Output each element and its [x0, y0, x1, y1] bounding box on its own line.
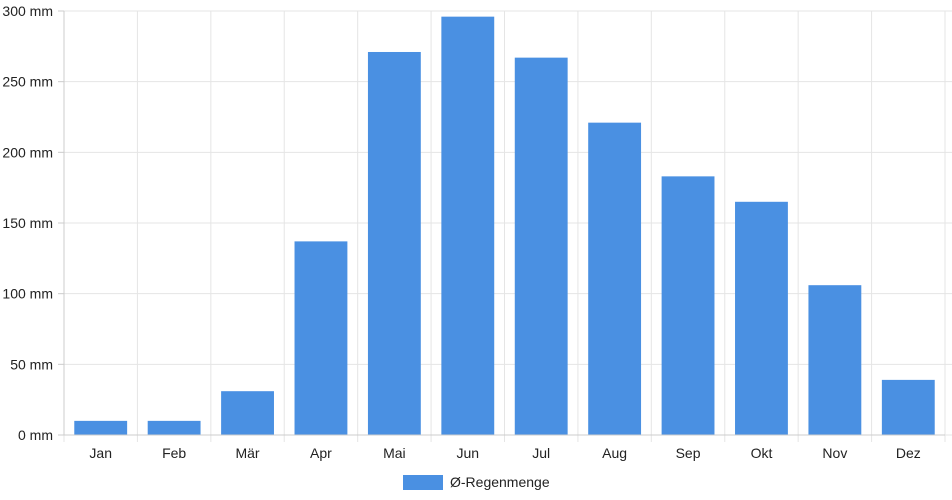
x-tick-label: Jun [457, 445, 480, 461]
bar-mär[interactable] [221, 391, 274, 435]
bar-jul[interactable] [514, 57, 568, 435]
y-tick-label: 0 mm [18, 427, 53, 443]
legend-label: Ø-Regenmenge [450, 474, 550, 490]
bar-okt[interactable] [735, 201, 788, 435]
x-tick-label: Mär [235, 445, 259, 461]
bar-jun[interactable] [441, 16, 495, 436]
x-tick-label: Feb [162, 445, 186, 461]
x-tick-label: Sep [676, 445, 701, 461]
bar-nov[interactable] [808, 285, 862, 435]
x-tick-label: Jan [89, 445, 112, 461]
bar-dez[interactable] [881, 379, 935, 435]
legend[interactable]: Ø-Regenmenge [403, 474, 550, 490]
axis-layer: 0 mm 50 mm 100 mm 150 mm 200 mm 250 mm 300 mm J… [2, 3, 945, 461]
x-tick-label: Okt [751, 445, 773, 461]
x-tick-label: Dez [896, 445, 921, 461]
bar-feb[interactable] [147, 420, 201, 435]
legend-swatch [403, 475, 443, 490]
x-tick-label: Jul [532, 445, 550, 461]
bar-sep[interactable] [661, 176, 715, 436]
y-tick-label: 200 mm [2, 144, 53, 160]
bar-aug[interactable] [588, 122, 642, 436]
bars-layer [74, 16, 935, 436]
x-tick-label: Aug [602, 445, 627, 461]
y-tick-label: 300 mm [2, 3, 53, 19]
x-tick-label: Nov [822, 445, 847, 461]
y-tick-label: 250 mm [2, 74, 53, 90]
y-tick-label: 100 mm [2, 286, 53, 302]
x-tick-label: Apr [310, 445, 332, 461]
y-tick-label: 50 mm [10, 356, 53, 372]
y-tick-label: 150 mm [2, 215, 53, 231]
x-tick-label: Mai [383, 445, 406, 461]
bar-mai[interactable] [367, 51, 421, 436]
bar-jan[interactable] [74, 420, 128, 435]
grid-layer [63, 10, 952, 442]
bar-apr[interactable] [294, 241, 348, 435]
